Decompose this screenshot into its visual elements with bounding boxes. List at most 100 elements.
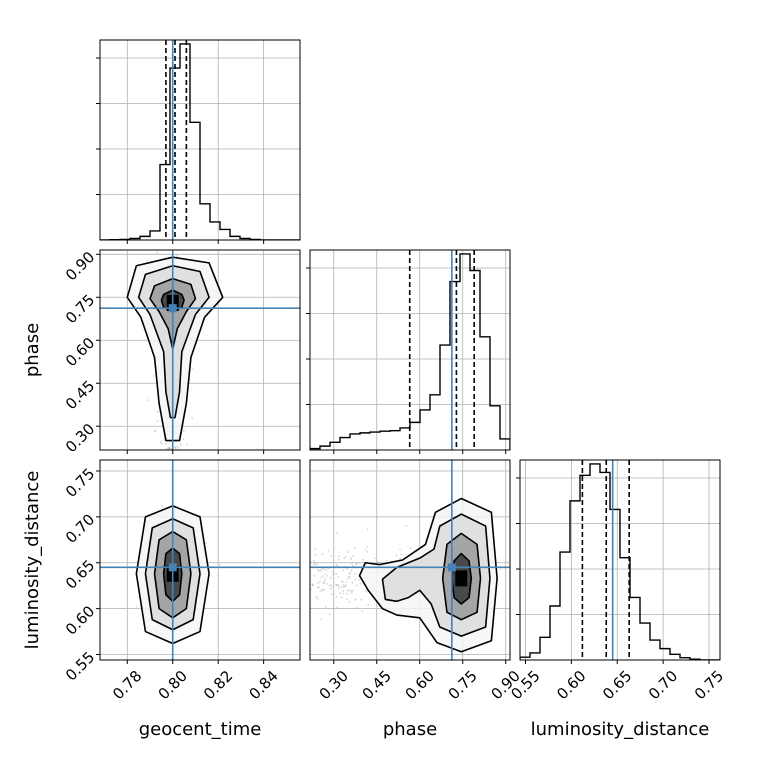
scatter-point: [323, 588, 326, 591]
y-tick-label: 0.45: [62, 377, 98, 413]
scatter-point: [332, 573, 335, 576]
scatter-point: [319, 576, 322, 579]
scatter-point: [358, 578, 361, 581]
scatter-point: [335, 584, 338, 586]
scatter-point: [366, 550, 369, 553]
histogram-geocent_time: [100, 43, 300, 240]
scatter-point: [311, 583, 313, 586]
panel-frame: [99, 249, 301, 451]
scatter-point: [342, 584, 345, 586]
x-tick-label: 0.78: [109, 667, 145, 703]
scatter-point: [330, 554, 333, 557]
scatter-point: [354, 572, 356, 575]
scatter-point: [355, 562, 357, 565]
scatter-point: [353, 547, 356, 550]
scatter-point: [159, 441, 162, 444]
x-tick-label: 0.65: [599, 667, 635, 703]
scatter-point: [348, 576, 351, 579]
scatter-point: [179, 444, 182, 447]
scatter-point: [314, 548, 317, 550]
x-tick-label: 0.84: [245, 667, 281, 703]
scatter-point: [135, 605, 138, 608]
scatter-point: [349, 557, 352, 560]
scatter-point: [345, 598, 348, 601]
scatter-point: [320, 618, 322, 621]
scatter-point: [362, 558, 365, 561]
scatter-point: [313, 562, 316, 565]
scatter-point: [343, 557, 346, 560]
panel-frame: [99, 39, 301, 241]
scatter-point: [350, 590, 352, 592]
scatter-point: [337, 584, 339, 587]
scatter-point: [326, 574, 329, 577]
scatter-point: [217, 574, 220, 577]
x-tick-label: 0.60: [402, 667, 438, 703]
scatter-point: [313, 574, 316, 577]
scatter-point: [168, 447, 170, 450]
scatter-point: [342, 585, 345, 588]
scatter-point: [329, 587, 332, 590]
scatter-point: [344, 585, 347, 588]
x-tick-label: 0.80: [155, 667, 191, 703]
scatter-point: [316, 582, 319, 585]
scatter-point: [338, 558, 340, 561]
scatter-point: [344, 555, 347, 558]
density-core: [455, 570, 468, 587]
scatter-point: [331, 593, 334, 596]
scatter-point: [154, 429, 157, 432]
scatter-point: [320, 568, 323, 570]
scatter-point: [405, 525, 408, 528]
panel-frame: [309, 249, 511, 451]
x-tick-label: 0.30: [316, 667, 352, 703]
scatter-point: [168, 447, 171, 450]
scatter-point: [324, 572, 327, 575]
scatter-point: [175, 445, 178, 448]
scatter-point: [400, 553, 403, 556]
scatter-point: [376, 560, 379, 563]
scatter-point: [218, 564, 221, 566]
y-tick-label: 0.90: [62, 248, 98, 284]
scatter-point: [348, 571, 351, 574]
scatter-point: [337, 575, 339, 578]
scatter-point: [357, 561, 360, 564]
scatter-point: [324, 577, 326, 580]
x-axis-label: luminosity_distance: [531, 719, 710, 740]
x-axis-label: phase: [383, 719, 437, 740]
scatter-point: [335, 564, 338, 566]
scatter-point: [499, 568, 502, 571]
panel-luminosity_distance-luminosity_distance: [520, 460, 720, 660]
scatter-point: [366, 546, 368, 549]
x-tick-label: 0.75: [445, 667, 481, 703]
scatter-point: [336, 532, 339, 534]
y-tick-label: 0.60: [62, 334, 98, 370]
scatter-point: [164, 442, 167, 445]
scatter-point: [350, 569, 353, 572]
scatter-point: [319, 590, 322, 593]
scatter-point: [168, 446, 170, 449]
y-tick-label: 0.65: [62, 556, 98, 592]
panel-geocent_time-luminosity_distance: [100, 460, 300, 660]
scatter-point: [179, 442, 182, 445]
x-tick-label: 0.82: [200, 667, 236, 703]
y-axis-label: luminosity_distance: [22, 471, 43, 650]
panel-phase-luminosity_distance: [310, 460, 510, 660]
scatter-point: [183, 429, 185, 432]
scatter-point: [335, 596, 338, 599]
scatter-point: [168, 447, 171, 450]
histogram-phase: [310, 253, 510, 450]
panel-phase-phase: [310, 250, 510, 450]
scatter-point: [338, 555, 340, 558]
scatter-point: [175, 255, 178, 257]
scatter-point: [191, 367, 194, 370]
scatter-point: [348, 589, 351, 592]
scatter-point: [325, 569, 327, 572]
panel-frame: [99, 459, 301, 661]
panel-frame: [309, 459, 511, 661]
scatter-point: [323, 580, 326, 582]
scatter-point: [356, 606, 359, 609]
scatter-point: [177, 446, 180, 449]
scatter-point: [340, 580, 343, 583]
scatter-point: [147, 399, 150, 402]
scatter-point: [344, 584, 347, 587]
